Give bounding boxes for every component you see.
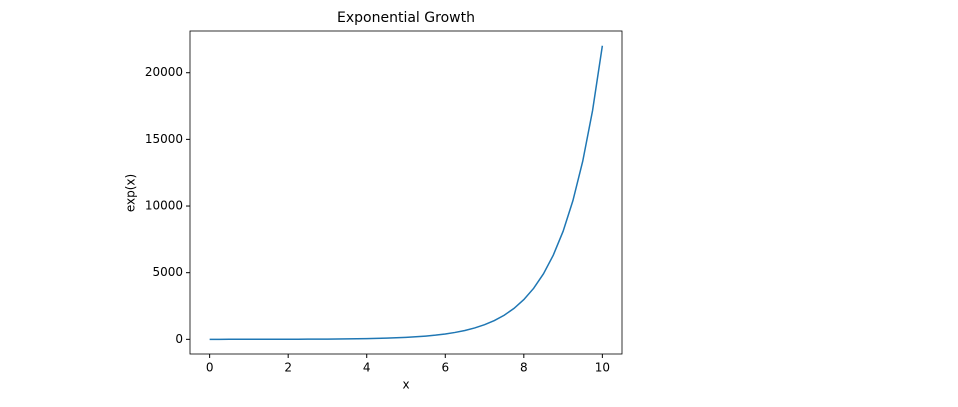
x-tick-label: 10	[595, 361, 610, 375]
y-tick-label: 20000	[145, 65, 183, 79]
chart-title: Exponential Growth	[337, 10, 475, 26]
plot-frame	[189, 30, 623, 355]
y-tick-label: 10000	[145, 199, 183, 213]
x-tick-label: 8	[520, 361, 528, 375]
x-tick-label: 4	[363, 361, 371, 375]
x-tick-label: 2	[284, 361, 292, 375]
y-axis-label: exp(x)	[124, 174, 138, 212]
x-tick-label: 6	[441, 361, 449, 375]
y-tick-label: 5000	[152, 265, 183, 279]
x-tick-label: 0	[206, 361, 214, 375]
x-axis-label: x	[402, 378, 409, 392]
y-tick-label: 15000	[145, 132, 183, 146]
line-series	[209, 45, 604, 341]
y-tick-label: 0	[175, 332, 183, 346]
